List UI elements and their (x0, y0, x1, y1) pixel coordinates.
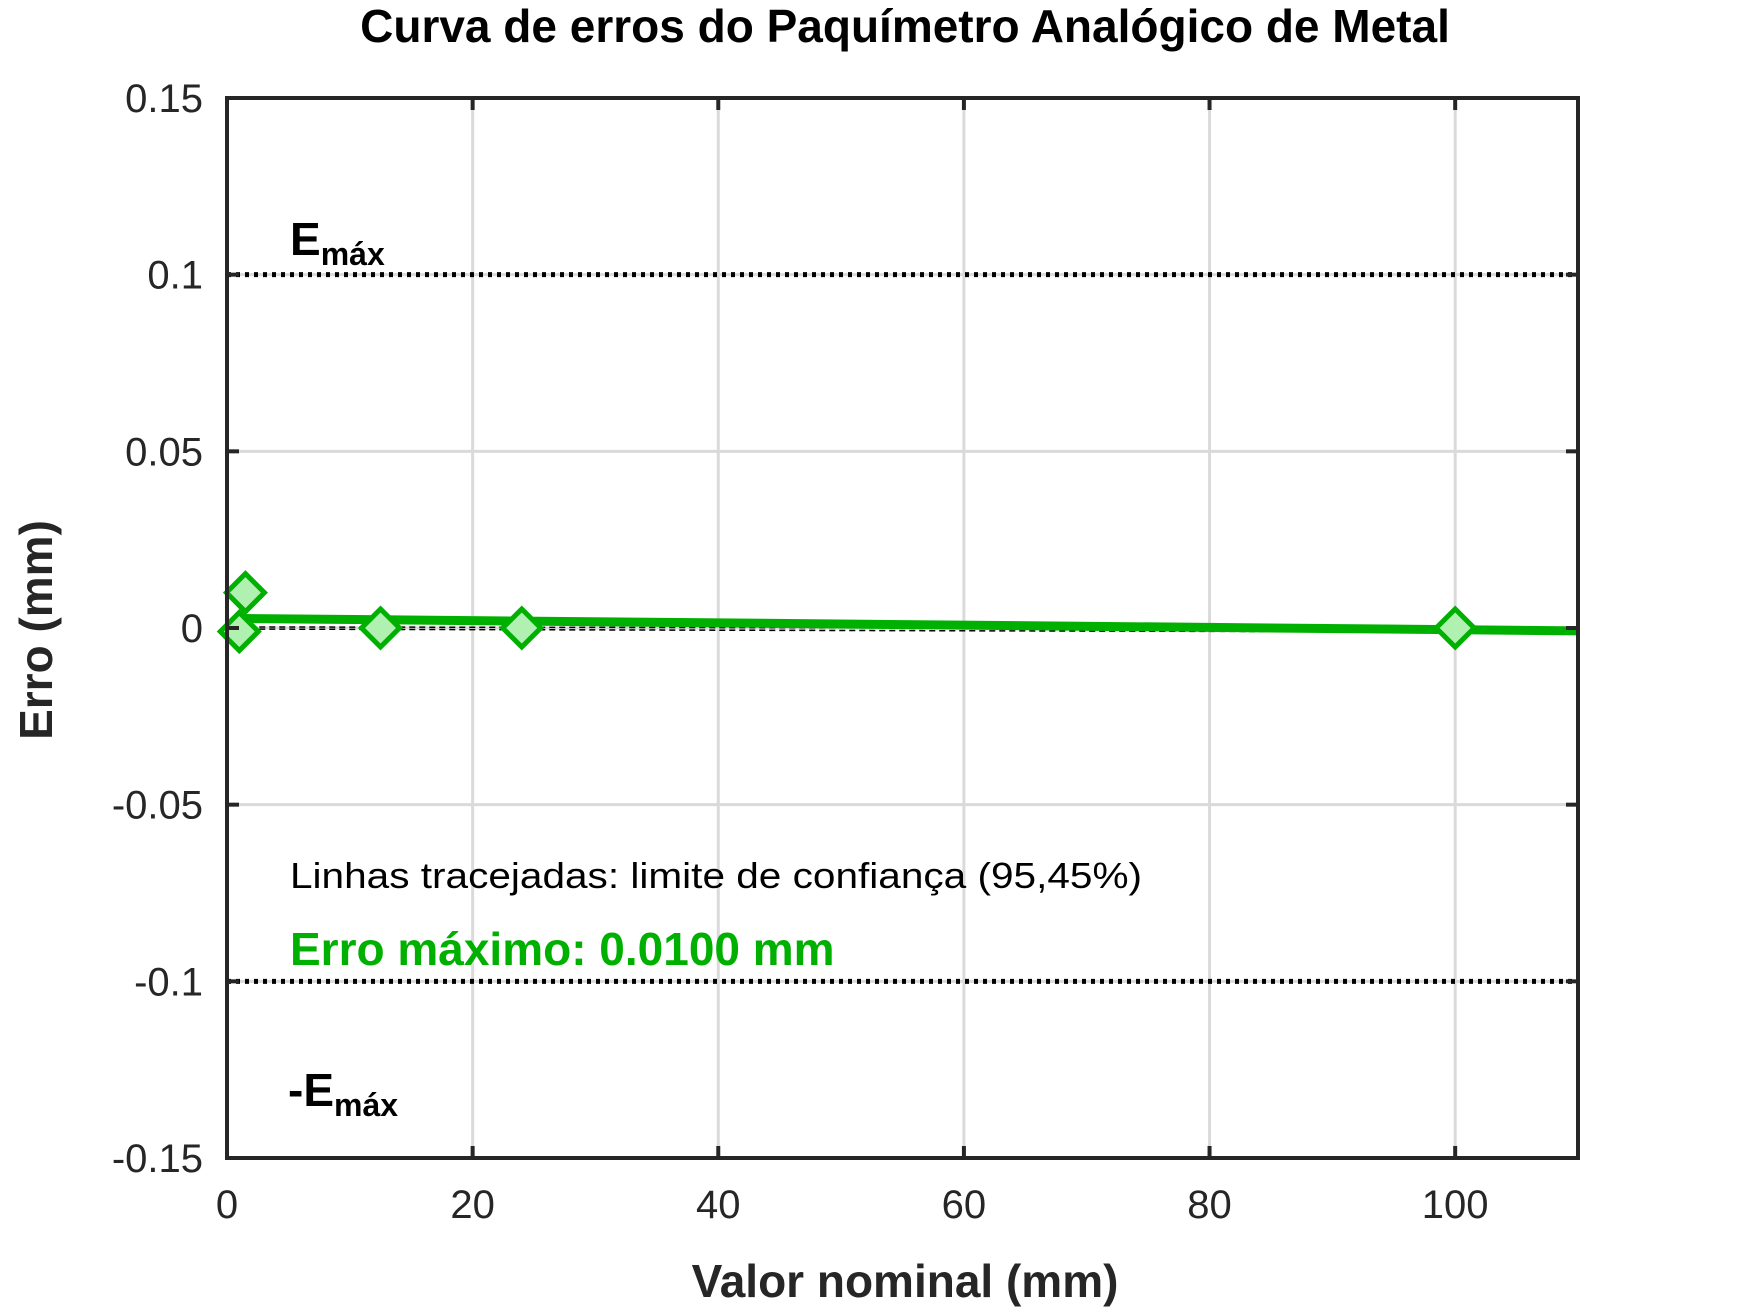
x-tick-label: 100 (1422, 1183, 1489, 1227)
y-tick-label: 0.15 (125, 77, 203, 121)
fit-line (239, 613, 1579, 636)
data-point-marker (222, 570, 268, 616)
x-axis-title: Valor nominal (mm) (692, 1255, 1119, 1307)
x-tick-label: 80 (1187, 1183, 1232, 1227)
y-tick-label: -0.1 (134, 960, 203, 1004)
emax-upper-main: E (290, 213, 321, 265)
x-tick-label: 0 (216, 1183, 238, 1227)
y-tick-label: -0.15 (112, 1137, 203, 1181)
tick-layer: 0 20 40 60 80 100 -0.15 -0.1 -0.05 0 0.05 0.1 0.15 (112, 77, 1578, 1227)
emax-upper-sub: máx (321, 236, 385, 272)
data-point-marker (499, 605, 545, 651)
limit-lines (227, 272, 1578, 984)
fit-line-layer (239, 613, 1579, 636)
data-point-marker (1432, 605, 1478, 651)
data-point-marker (357, 605, 404, 651)
y-axis-title: Erro (mm) (10, 520, 62, 740)
emax-lower-main: -E (288, 1064, 334, 1116)
confidence-note: Linhas tracejadas: limite de confiança (… (290, 855, 1142, 896)
emax-upper-label: Emáx (290, 213, 385, 272)
x-tick-label: 40 (696, 1183, 741, 1227)
y-tick-label: -0.05 (112, 784, 203, 828)
max-error-label: Erro máximo: 0.0100 mm (290, 923, 835, 975)
emax-lower-label: -Emáx (288, 1064, 398, 1123)
y-tick-label: 0.1 (147, 254, 203, 298)
x-tick-label: 60 (942, 1183, 987, 1227)
chart-title: Curva de erros do Paquímetro Analógico d… (360, 0, 1450, 52)
y-tick-label: 0.05 (125, 430, 203, 474)
y-tick-label: 0 (181, 607, 203, 651)
marker-layer (216, 570, 1478, 655)
x-tick-label: 20 (450, 1183, 495, 1227)
emax-lower-sub: máx (334, 1087, 398, 1123)
